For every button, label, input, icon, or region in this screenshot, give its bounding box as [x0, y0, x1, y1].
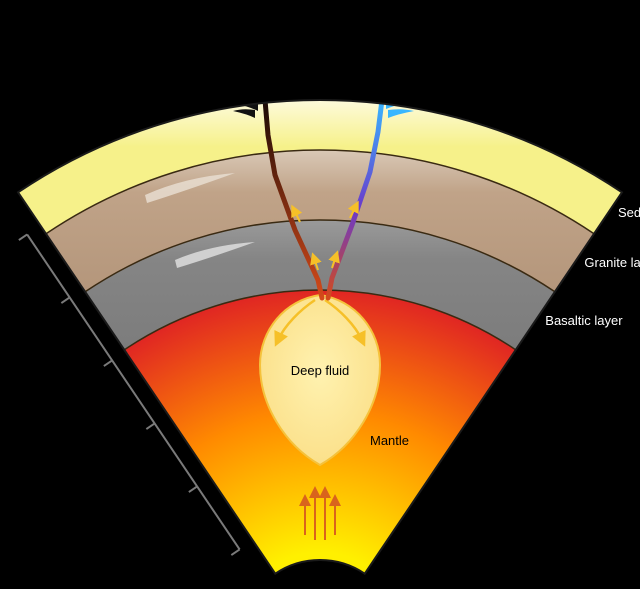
granite-label: Granite layer [584, 255, 640, 270]
fault-line-left [258, 68, 265, 100]
basaltic-label: Basaltic layer [545, 313, 623, 328]
sedimentary-label: Sedimentary layer [618, 205, 640, 220]
deep-fluid-label: Deep fluid [291, 363, 350, 378]
mantle-label: Mantle [370, 433, 409, 448]
earth-crust-diagram: Deep fluid Mantle Sedimentary layer Gran… [0, 0, 640, 589]
fault-line-right [382, 68, 390, 100]
